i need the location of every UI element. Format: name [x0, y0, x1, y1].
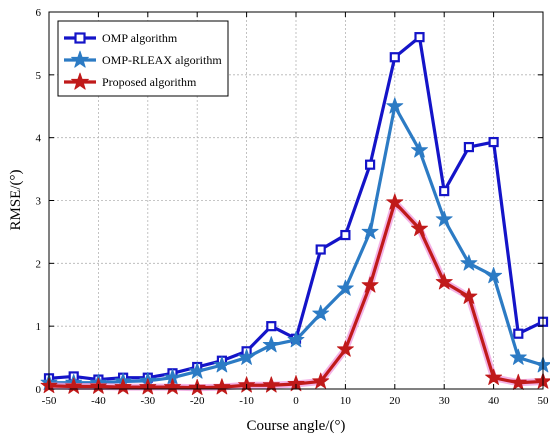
- x-tick-label: 20: [389, 395, 401, 407]
- x-tick-label: -50: [42, 395, 57, 407]
- x-tick-label: -30: [140, 395, 155, 407]
- series-2-point: [336, 279, 354, 296]
- series-3-point: [361, 276, 379, 293]
- series-3-point: [312, 372, 330, 389]
- legend-swatch-marker: [74, 32, 86, 44]
- series-1-point: [340, 229, 351, 241]
- series-2-point: [411, 141, 428, 158]
- series-1-point: [488, 136, 499, 148]
- legend-entry: OMP-RLEAX algorithm: [64, 50, 222, 68]
- series-2-point: [460, 254, 478, 271]
- series-2-point: [238, 348, 256, 365]
- y-tick-label: 0: [36, 384, 42, 396]
- y-tick-label: 6: [36, 7, 42, 19]
- y-tick-label: 2: [36, 258, 42, 270]
- series-2-point: [287, 331, 305, 348]
- series-3-point: [460, 287, 478, 304]
- series-2-point: [435, 210, 453, 227]
- series-3-point: [213, 378, 231, 395]
- x-axis-label: Course angle/(°): [247, 418, 346, 434]
- series-1-point: [439, 185, 450, 197]
- series-2-point: [262, 336, 280, 353]
- legend-label: OMP algorithm: [102, 31, 178, 45]
- x-tick-label: -20: [190, 395, 205, 407]
- x-tick-label: 50: [538, 395, 550, 407]
- series-3-point: [435, 273, 453, 290]
- legend-swatch-marker: [71, 50, 89, 68]
- series-3-point: [65, 377, 83, 394]
- series-1-point: [463, 141, 474, 153]
- x-tick-label: 40: [488, 395, 500, 407]
- series-3-point: [411, 219, 428, 237]
- x-tick-label: -10: [239, 395, 254, 407]
- series-3-point: [485, 368, 503, 385]
- series-1-point: [315, 244, 326, 255]
- series-1-point: [389, 52, 400, 63]
- series-1-point: [365, 159, 376, 170]
- y-tick-label: 4: [36, 133, 42, 145]
- series-group: [40, 32, 550, 396]
- x-tick-label: 30: [439, 395, 451, 407]
- series-2-point: [213, 356, 231, 373]
- x-tick-label: 0: [293, 395, 299, 407]
- series-3-point: [114, 378, 132, 395]
- y-tick-label: 1: [36, 321, 42, 333]
- y-tick-label: 5: [36, 70, 42, 82]
- series-2-point: [509, 348, 527, 365]
- tick-labels: -50 -40 -30 -20 -10 0 10 20 30 40 50 0 1 2 3 4 5 6: [36, 7, 550, 407]
- legend-swatch-marker: [71, 72, 89, 90]
- legend: OMP algorithm OMP-RLEAX algorithm Proposed…: [57, 20, 229, 97]
- x-tick-label: -40: [91, 395, 106, 407]
- series-2-point: [312, 304, 330, 321]
- series-3-point: [386, 193, 404, 210]
- legend-entry: Proposed algorithm: [64, 72, 197, 90]
- series-2-point: [485, 266, 503, 284]
- series-2-point: [386, 97, 404, 114]
- series-2-point: [188, 362, 206, 379]
- legend-label: Proposed algorithm: [102, 75, 197, 89]
- legend-label: OMP-RLEAX algorithm: [102, 53, 222, 67]
- series-1-point: [513, 328, 524, 339]
- series-1-point: [414, 32, 425, 43]
- series-3-point: [336, 340, 354, 357]
- legend-entry: OMP algorithm: [64, 31, 178, 45]
- series-3-point: [164, 378, 181, 395]
- series-1-point: [266, 321, 277, 332]
- series-2-point: [361, 223, 379, 240]
- series-3-point: [509, 373, 527, 390]
- y-tick-label: 3: [36, 196, 42, 208]
- x-tick-label: 10: [340, 395, 352, 407]
- y-axis-label: RMSE/(°): [8, 169, 24, 230]
